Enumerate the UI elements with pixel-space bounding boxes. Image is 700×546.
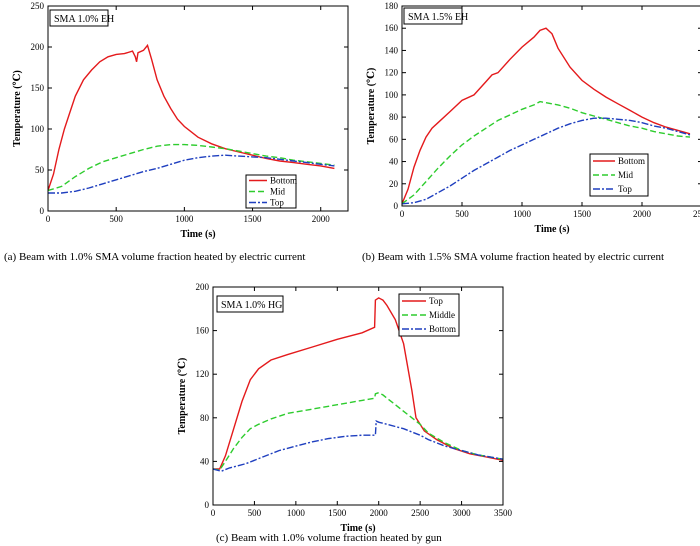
y-tick-label: 180 — [385, 1, 399, 11]
legend-label-top: Top — [270, 198, 284, 208]
series-line-top — [402, 117, 691, 205]
x-axis-label: Time (s) — [534, 224, 569, 235]
y-tick-label: 120 — [196, 369, 210, 379]
legend-label-bottom: Bottom — [618, 156, 645, 166]
legend-label-top: Top — [618, 184, 632, 194]
chart-c: 0 500 1000 1500 2000 2500 3000 3500 0 40 80 120 160 2… — [177, 282, 513, 534]
y-tick-label: 0 — [205, 500, 210, 510]
y-tick-label: 150 — [31, 83, 45, 93]
y-tick-label: 200 — [31, 42, 45, 52]
x-tick-label: 0 — [400, 209, 405, 219]
x-tick-label: 1000 — [175, 214, 194, 224]
y-tick-label: 80 — [200, 413, 210, 423]
legend-label-mid: Mid — [270, 187, 286, 197]
legend-label-middle: Middle — [429, 310, 455, 320]
y-tick-label: 120 — [385, 68, 399, 78]
y-tick-label: 160 — [385, 23, 399, 33]
y-tick-label: 200 — [196, 282, 210, 292]
series-line-top — [213, 297, 503, 470]
series-line-bottom — [48, 43, 335, 191]
series-line-bottom — [402, 27, 691, 205]
y-tick-label: 50 — [35, 165, 45, 175]
y-tick-label: 0 — [40, 206, 45, 216]
x-tick-label: 500 — [455, 209, 469, 219]
x-tick-label: 0 — [211, 508, 216, 518]
chart-b: 0 500 1000 1500 2000 2500 0 20 40 60 80 100 120 140 16… — [366, 1, 700, 235]
x-tick-label: 2500 — [411, 508, 430, 518]
chart-a: 0 500 1000 1500 2000 0 50 100 150 200 250 Time (s) T… — [12, 1, 349, 240]
x-tick-label: 1500 — [573, 209, 592, 219]
plot-frame — [212, 286, 504, 506]
x-tick-label: 2000 — [633, 209, 652, 219]
y-axis-label: Temperature (℃) — [12, 70, 23, 147]
x-tick-label: 2500 — [693, 209, 700, 219]
series-line-middle — [213, 391, 503, 471]
x-tick-label: 3500 — [494, 508, 513, 518]
y-tick-label: 100 — [385, 90, 399, 100]
x-tick-label: 1500 — [328, 508, 347, 518]
series-line-top — [48, 154, 335, 194]
x-axis-label: Time (s) — [180, 229, 215, 240]
y-axis-label: Temperature (℃) — [366, 68, 377, 145]
y-tick-label: 160 — [196, 326, 210, 336]
x-tick-label: 500 — [109, 214, 123, 224]
legend-label-top: Top — [429, 296, 443, 306]
title-box — [403, 7, 463, 25]
plot-frame — [401, 5, 700, 207]
x-tick-label: 1000 — [287, 508, 306, 518]
y-tick-label: 60 — [389, 134, 399, 144]
y-tick-label: 0 — [394, 201, 399, 211]
x-tick-label: 1500 — [244, 214, 263, 224]
series-line-mid — [402, 100, 691, 205]
y-tick-label: 140 — [385, 45, 399, 55]
caption-a: (a) Beam with 1.0% SMA volume fraction h… — [4, 251, 306, 263]
plot-frame — [47, 5, 349, 212]
title-box — [49, 9, 109, 27]
caption-c: (c) Beam with 1.0% volume fraction heate… — [216, 532, 442, 544]
y-tick-label: 20 — [389, 179, 399, 189]
y-tick-label: 250 — [31, 1, 45, 11]
x-axis-label: Time (s) — [340, 523, 375, 534]
x-tick-label: 2000 — [370, 508, 389, 518]
title-box — [216, 295, 284, 313]
y-tick-label: 80 — [389, 112, 399, 122]
chart-title: SMA 1.0% EH — [54, 14, 114, 25]
x-tick-label: 2000 — [312, 214, 331, 224]
series-line-bottom — [213, 420, 503, 472]
y-axis-label: Temperature (℃) — [177, 358, 188, 435]
y-tick-label: 40 — [389, 157, 399, 167]
caption-b: (b) Beam with 1.5% SMA volume fraction h… — [362, 251, 665, 263]
series-line-mid — [48, 143, 335, 192]
y-tick-label: 100 — [31, 124, 45, 134]
chart-title: SMA 1.0% HG — [221, 300, 282, 311]
legend-label-mid: Mid — [618, 170, 634, 180]
legend-label-bottom: Bottom — [270, 176, 297, 186]
chart-title: SMA 1.5% EH — [408, 12, 468, 23]
x-tick-label: 0 — [46, 214, 51, 224]
legend-label-bottom: Bottom — [429, 324, 456, 334]
y-tick-label: 40 — [200, 456, 210, 466]
x-tick-label: 1000 — [513, 209, 532, 219]
x-tick-label: 500 — [248, 508, 262, 518]
x-tick-label: 3000 — [453, 508, 472, 518]
